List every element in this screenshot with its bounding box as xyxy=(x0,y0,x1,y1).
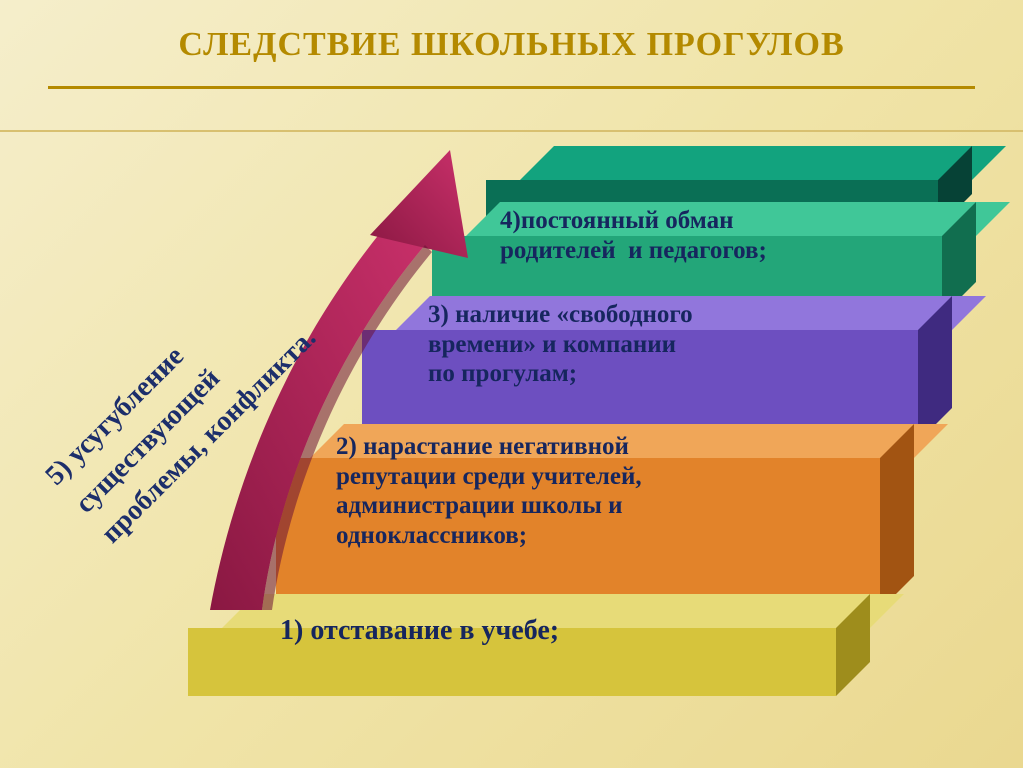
diagram-stage: 5) усугубление существующей проблемы, ко… xyxy=(0,0,1023,768)
slide: СЛЕДСТВИЕ ШКОЛЬНЫХ ПРОГУЛОВ xyxy=(0,0,1023,768)
step-1-label: 1) отставание в учебе; xyxy=(280,614,559,647)
step-3-label: 3) наличие «свободного времени» и компан… xyxy=(428,300,693,389)
step-4-label: 4)постоянный обман родителей и педагогов… xyxy=(500,206,767,265)
step-2-label: 2) нарастание негативной репутации среди… xyxy=(336,432,642,550)
